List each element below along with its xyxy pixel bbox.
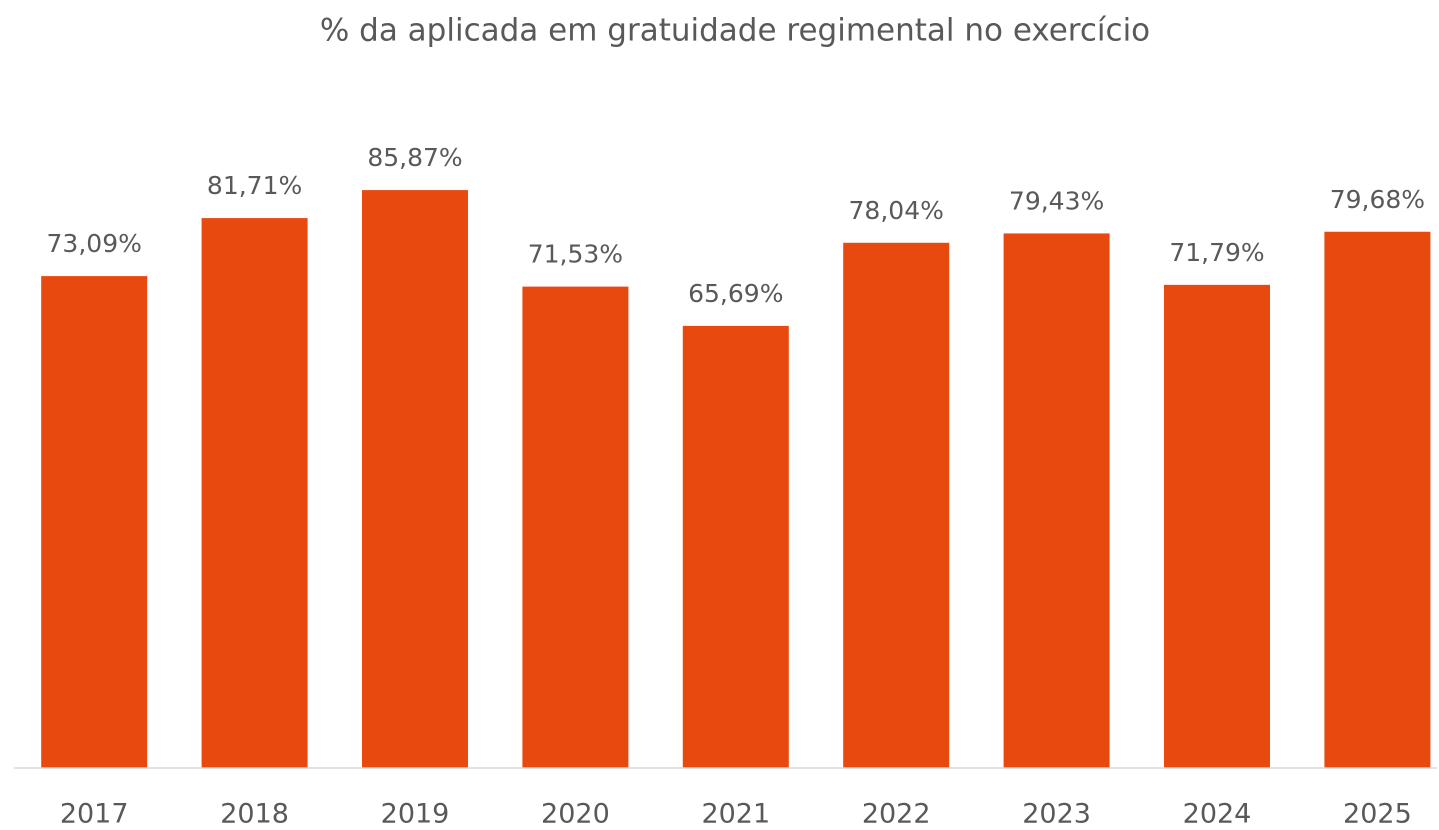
data-label: 73,09% [47,229,142,258]
chart-title: % da aplicada em gratuidade regimental n… [320,13,1150,49]
data-label: 79,68% [1330,185,1425,214]
x-tick-label: 2024 [1183,799,1252,830]
bar [1164,284,1270,768]
data-label: 71,53% [528,240,623,269]
bar [843,242,950,769]
x-tick-label: 2021 [701,799,770,830]
bar [41,276,148,768]
x-tick-label: 2018 [220,799,289,830]
bar [1003,233,1110,768]
bar [362,190,468,768]
x-tick-label: 2023 [1022,799,1091,830]
bar [201,218,308,769]
data-label: 81,71% [207,171,302,200]
data-label: 85,87% [367,143,462,172]
bar [1324,231,1431,768]
x-tick-label: 2022 [862,799,931,830]
data-label: 71,79% [1169,238,1264,267]
bar [682,325,789,768]
x-tick-label: 2019 [381,799,450,830]
x-tick-label: 2020 [541,799,610,830]
data-label: 65,69% [688,279,783,308]
data-label: 79,43% [1009,186,1104,215]
x-tick-label: 2017 [60,799,129,830]
bar [522,286,629,768]
x-tick-label: 2025 [1343,799,1412,830]
data-label: 78,04% [849,196,944,225]
